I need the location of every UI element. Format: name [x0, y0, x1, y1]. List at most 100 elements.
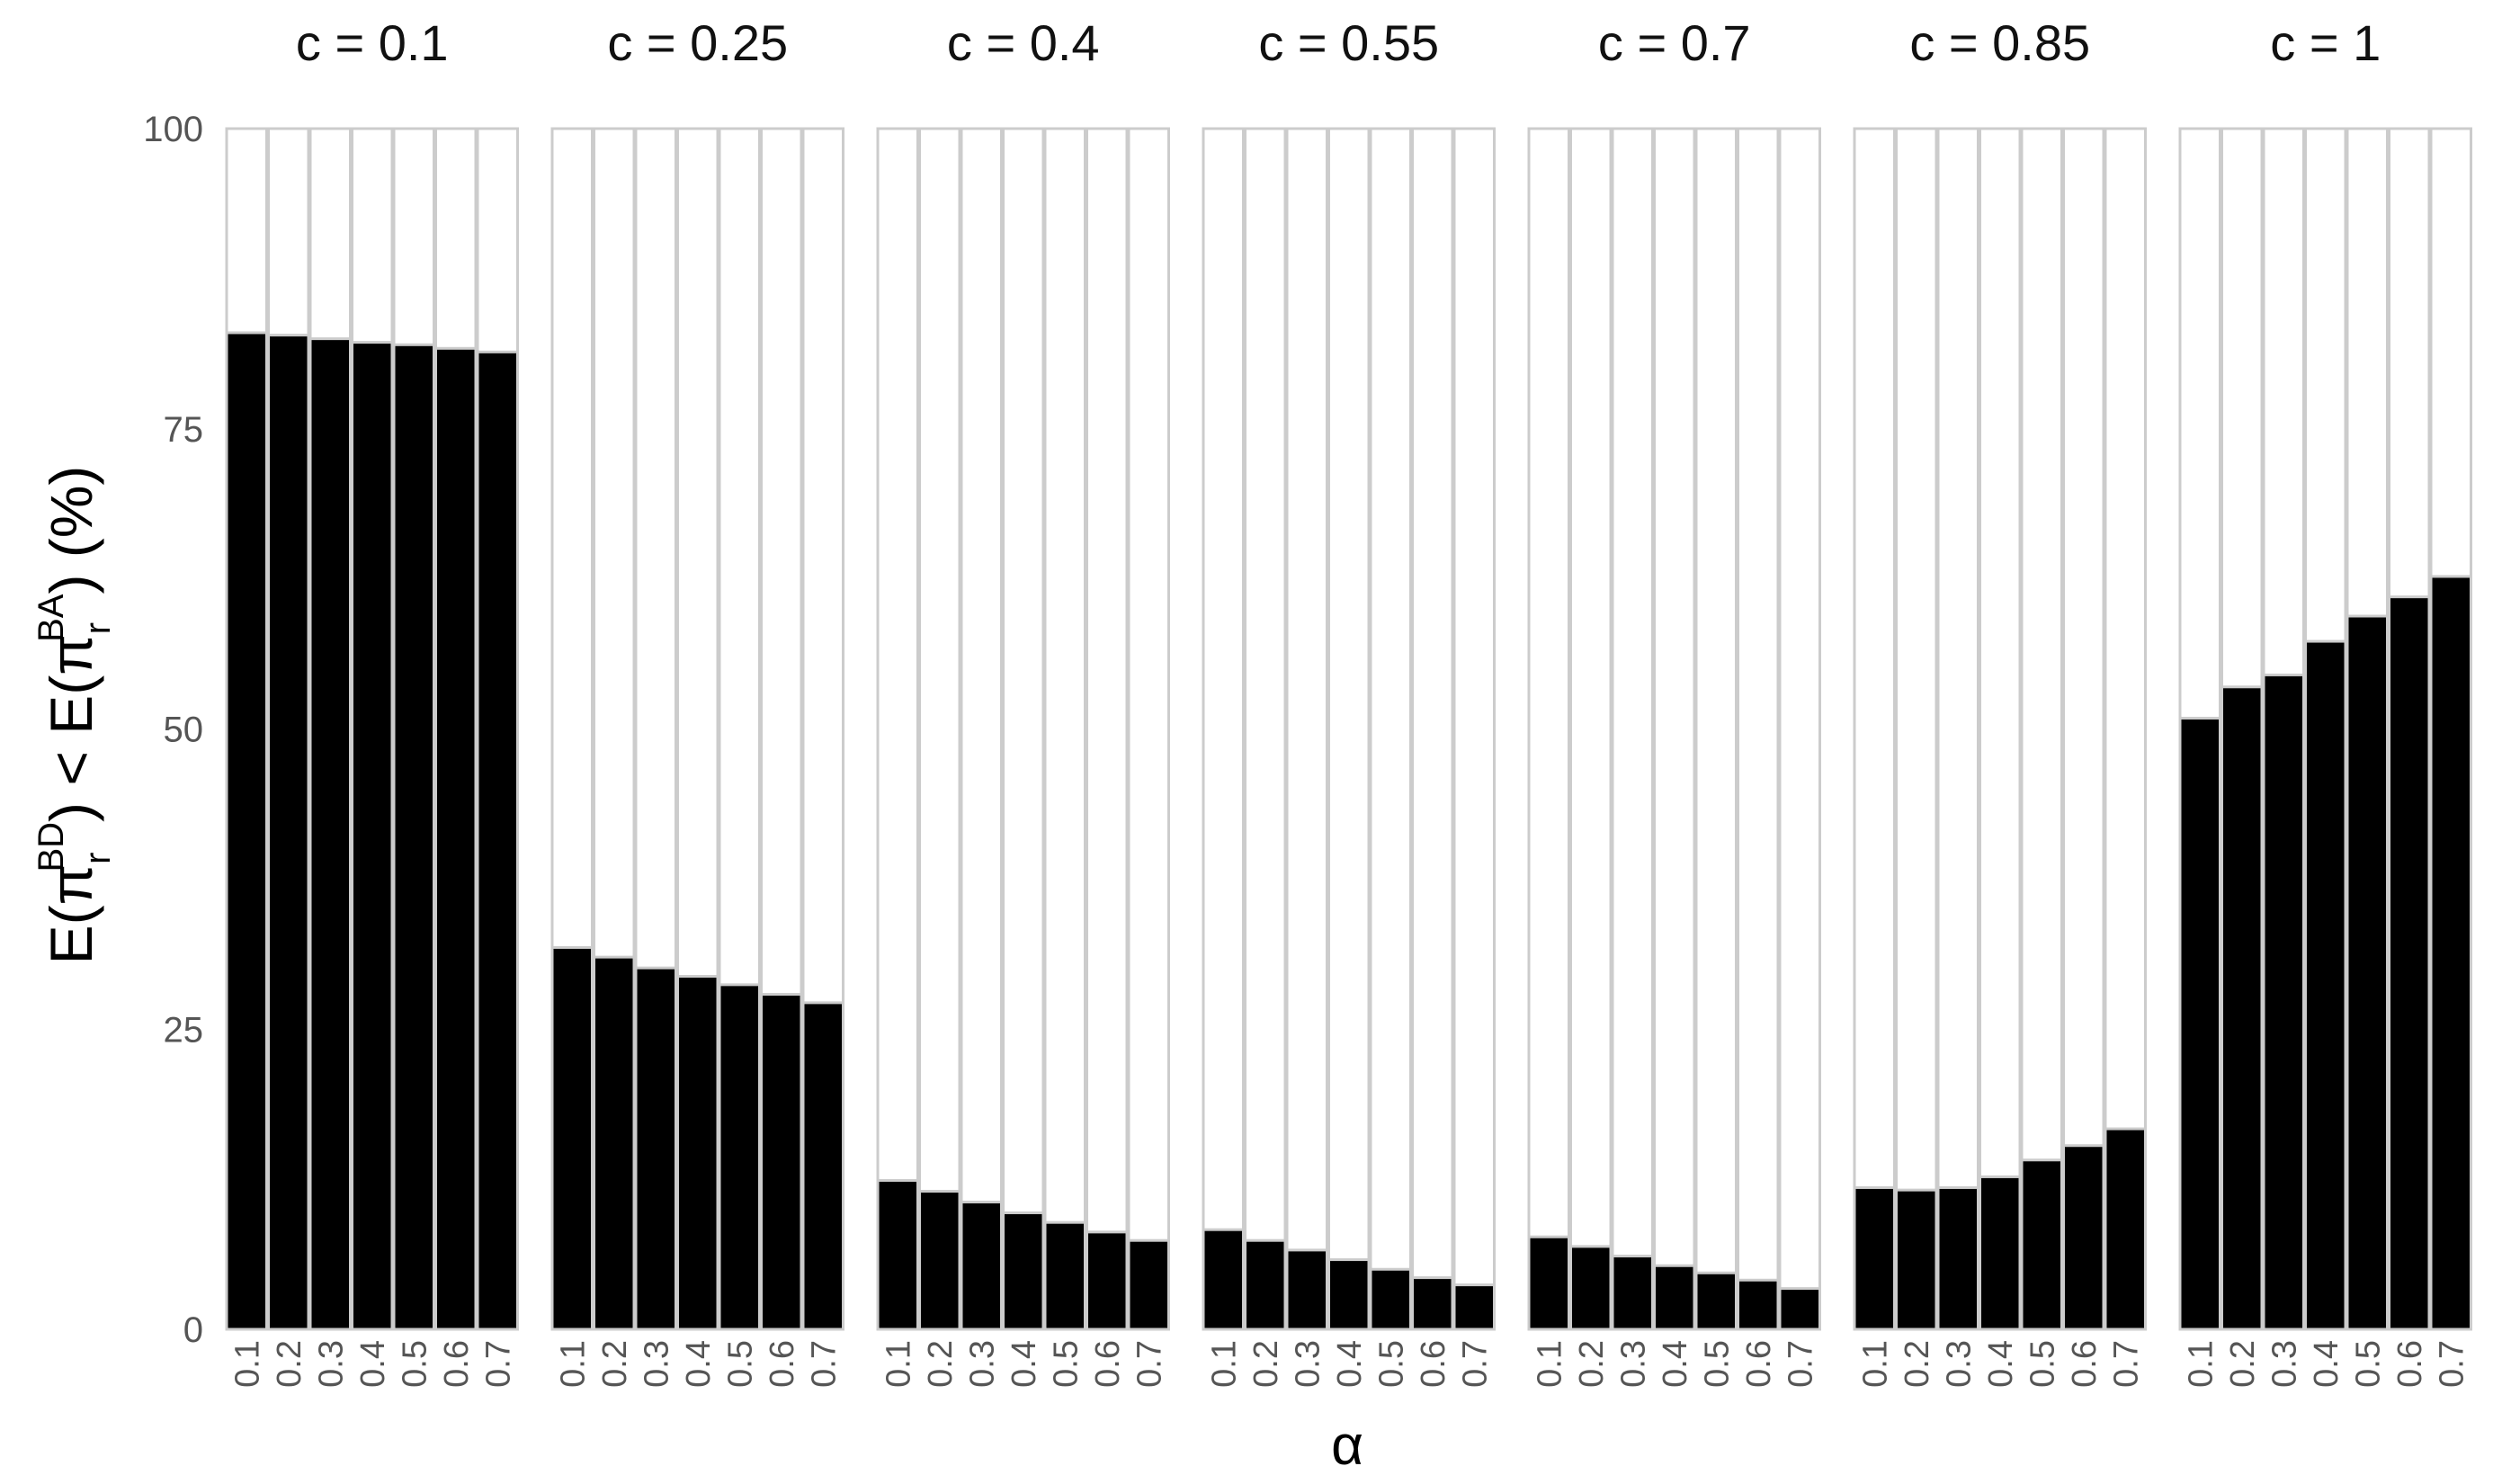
facet-title: c = 1: [2270, 14, 2381, 71]
panel-1: c = 0.1 0.1 0.2 0.3 0.4 0.5 0.6 0.7: [225, 14, 519, 1388]
x-tick-label: 0.3: [1289, 1340, 1327, 1388]
x-tick-label: 0.1: [1856, 1340, 1894, 1388]
x-tick-label: 0.2: [596, 1340, 634, 1388]
y-tick-label: 25: [164, 1010, 204, 1050]
y-tick-label: 75: [164, 410, 204, 450]
bar: [760, 993, 803, 1331]
bar: [1043, 1220, 1086, 1331]
x-tick-label: 0.4: [1005, 1340, 1043, 1388]
bar: [2429, 575, 2472, 1331]
x-tick-label: 0.7: [1130, 1340, 1168, 1388]
x-tick-label: 0.5: [1698, 1340, 1736, 1388]
y-label-sup-bd: BD: [31, 822, 71, 872]
x-tick-label: 0.6: [2066, 1340, 2104, 1388]
y-label-base-1: E(π: [38, 864, 104, 965]
x-tick-label: 0.7: [805, 1340, 843, 1388]
bar: [1002, 1211, 1045, 1331]
x-tick-label: 0.3: [963, 1340, 1001, 1388]
x-tick-label: 0.4: [2308, 1340, 2346, 1388]
bar: [1853, 1185, 1896, 1331]
background-bar: [1778, 127, 1821, 1331]
background-bar: [1411, 127, 1454, 1331]
y-axis: 0 25 50 75 100: [143, 110, 203, 1350]
background-bar: [1202, 127, 1245, 1331]
facet-title: c = 0.55: [1258, 14, 1439, 71]
x-tick-label: 0.1: [554, 1340, 592, 1388]
bar: [593, 955, 636, 1331]
background-bar: [1936, 127, 1979, 1331]
bar: [1778, 1287, 1821, 1331]
y-tick-label: 0: [183, 1310, 203, 1350]
x-tick-label: 0.4: [680, 1340, 718, 1388]
bar: [1327, 1258, 1371, 1331]
bar: [2104, 1127, 2147, 1331]
y-tick-label: 50: [164, 711, 204, 750]
chart-panels: c = 0.10.1 0.2 0.3 0.4 0.5 0.6 0.7c = 0.250.1 0…: [225, 14, 2472, 1388]
x-tick-label: 0.1: [228, 1340, 266, 1388]
x-tick-label: 0.4: [354, 1340, 392, 1388]
bar: [1452, 1283, 1496, 1331]
y-label-lt: ) < E(π: [38, 634, 104, 822]
y-tick-label: 100: [143, 110, 203, 149]
y-axis-label: E(πrBD) < E(πrBA) (%): [31, 466, 118, 965]
x-tick-label: 0.3: [1940, 1340, 1978, 1388]
x-tick-label: 0.1: [2182, 1340, 2220, 1388]
bar: [2020, 1158, 2063, 1331]
x-tick-label: 0.2: [1899, 1340, 1936, 1388]
bar: [1244, 1238, 1287, 1331]
background-bar: [1694, 127, 1738, 1331]
bar: [801, 1001, 844, 1331]
x-tick-label: 0.4: [1657, 1340, 1694, 1388]
x-tick-label: 0.1: [880, 1340, 917, 1388]
bar: [1411, 1276, 1454, 1331]
bar: [1694, 1271, 1738, 1331]
x-tick-label: 0.6: [1415, 1340, 1452, 1388]
bar: [1895, 1188, 1938, 1331]
background-bar: [1853, 127, 1896, 1331]
bar: [1737, 1278, 1780, 1331]
x-tick-label: 0.3: [638, 1340, 675, 1388]
panel-3: c = 0.4 0.1 0.2 0.3 0.4 0.5 0.6 0.7: [876, 14, 1170, 1388]
bar: [476, 350, 519, 1331]
x-tick-label: 0.3: [2265, 1340, 2303, 1388]
bar: [2304, 639, 2347, 1331]
bar: [267, 334, 310, 1331]
bar: [918, 1189, 961, 1331]
bar: [1285, 1248, 1328, 1331]
x-tick-label: 0.4: [1982, 1340, 2020, 1388]
bar: [960, 1200, 1003, 1331]
bar: [1527, 1235, 1570, 1331]
y-label-sub-1: r: [78, 853, 118, 864]
bar: [2262, 673, 2305, 1331]
x-tick-label: 0.2: [1573, 1340, 1611, 1388]
bar: [1653, 1264, 1696, 1331]
background-bar: [1979, 127, 2022, 1331]
svg-text:E(πrBD) < E(πrBA) (%): E(πrBD) < E(πrBA) (%): [31, 466, 118, 965]
x-tick-label: 0.5: [1372, 1340, 1410, 1388]
x-tick-label: 0.7: [2433, 1340, 2471, 1388]
background-bar: [1285, 127, 1328, 1331]
facet-title: c = 0.7: [1598, 14, 1751, 71]
facet-title: c = 0.85: [1909, 14, 2090, 71]
bar: [676, 975, 719, 1331]
panel-4: c = 0.55 0.1 0.2 0.3 0.4 0.5 0.6 0.7: [1202, 14, 1496, 1388]
bar: [434, 346, 478, 1331]
background-bar: [960, 127, 1003, 1331]
x-tick-label: 0.7: [479, 1340, 517, 1388]
x-tick-label: 0.6: [2391, 1340, 2429, 1388]
bar: [2346, 614, 2389, 1331]
bar: [2220, 685, 2264, 1331]
x-tick-label: 0.6: [764, 1340, 801, 1388]
bar: [1369, 1267, 1412, 1331]
bar: [1127, 1238, 1170, 1331]
background-bar: [1369, 127, 1412, 1331]
x-axis-label: α: [1331, 1415, 1363, 1477]
x-tick-label: 0.2: [2224, 1340, 2262, 1388]
background-bar: [2020, 127, 2063, 1331]
y-label-end: ) (%): [38, 466, 104, 594]
x-tick-label: 0.4: [1331, 1340, 1369, 1388]
facet-title: c = 0.1: [296, 14, 449, 71]
x-tick-label: 0.5: [1047, 1340, 1085, 1388]
background-bar: [1043, 127, 1086, 1331]
